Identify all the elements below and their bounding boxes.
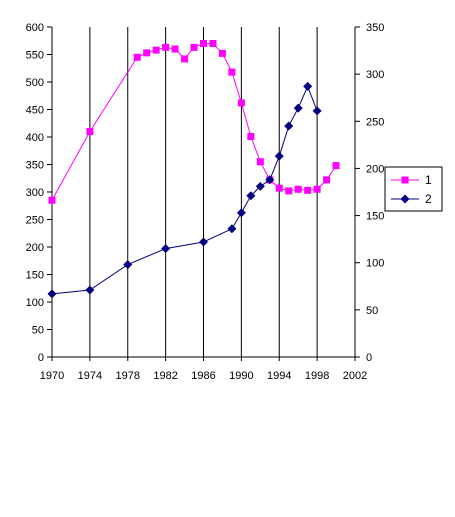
- legend-label: 1: [425, 173, 432, 187]
- y-left-tick-label: 400: [26, 132, 44, 144]
- y-left-tick-label: 100: [26, 297, 44, 309]
- y-left-tick-label: 600: [26, 22, 44, 34]
- legend-label: 2: [425, 192, 432, 206]
- series-2-point: [265, 175, 275, 185]
- y-right-tick-label: 50: [366, 305, 378, 317]
- series-1-point: [285, 187, 293, 195]
- series-1-point: [218, 49, 226, 57]
- y-left-tick-label: 550: [26, 50, 44, 62]
- x-tick-label: 1998: [305, 370, 329, 382]
- series-2-point: [312, 106, 322, 116]
- y-left-tick-label: 150: [26, 270, 44, 282]
- series-1-point: [237, 99, 245, 107]
- series-2-point: [284, 121, 294, 131]
- y-right-tick-label: 200: [366, 163, 384, 175]
- series-2-point: [236, 208, 246, 218]
- series-1-point: [209, 40, 217, 47]
- series-1-point: [143, 49, 151, 57]
- legend-marker: [401, 176, 409, 184]
- series-2-point: [293, 103, 303, 113]
- y-right-tick-label: 250: [366, 116, 384, 128]
- series-2-point: [274, 151, 284, 161]
- series-1: [48, 40, 340, 204]
- series-1-point: [294, 185, 302, 193]
- legend-item: 1: [391, 173, 432, 187]
- series-2-point: [47, 289, 57, 299]
- series-1-point: [48, 196, 56, 204]
- y-left-tick-label: 500: [26, 77, 44, 89]
- series-1-point: [162, 43, 170, 51]
- y-left-tick-label: 450: [26, 105, 44, 117]
- series-2-point: [255, 181, 265, 191]
- series-2-point: [85, 285, 95, 295]
- series-1-point: [313, 185, 321, 193]
- series-1-point: [171, 45, 179, 53]
- x-tick-label: 1978: [116, 370, 140, 382]
- chart-series: [47, 40, 340, 299]
- series-2-point: [303, 81, 313, 91]
- series-1-point: [323, 176, 331, 184]
- x-tick-label: 1990: [229, 370, 253, 382]
- y-right-tick-label: 150: [366, 211, 384, 223]
- y-left-tick-label: 200: [26, 242, 44, 254]
- series-1-point: [200, 40, 207, 47]
- x-tick-label: 1986: [191, 370, 215, 382]
- y-right-tick-label: 0: [366, 352, 372, 364]
- y-left-tick-label: 300: [26, 187, 44, 199]
- y-right-tick-label: 350: [366, 22, 384, 34]
- legend-box: [384, 166, 443, 212]
- series-2-point: [227, 224, 237, 234]
- series-1-point: [86, 128, 94, 135]
- series-2: [47, 81, 322, 299]
- x-tick-label: 1982: [153, 370, 177, 382]
- x-tick-label: 2002: [343, 370, 367, 382]
- y-left-tick-label: 350: [26, 160, 44, 172]
- x-tick-label: 1970: [40, 370, 64, 382]
- chart-axes: 0 50 100 150 200 250 300 350 400 450 500 550 600 0 50 1…: [26, 22, 385, 382]
- series-2-point: [199, 237, 208, 247]
- series-1-point: [228, 68, 236, 76]
- y-left-tick-label: 0: [38, 352, 44, 364]
- legend-item: 2: [391, 192, 432, 206]
- series-2-point: [246, 191, 256, 201]
- series-1-point: [332, 162, 340, 170]
- series-2-point: [161, 244, 171, 254]
- x-tick-label: 1974: [78, 370, 102, 382]
- chart-legend: 12: [384, 166, 443, 212]
- y-left-tick-label: 250: [26, 215, 44, 227]
- series-1-point: [133, 53, 141, 61]
- series-2-point: [123, 260, 133, 270]
- y-left-tick-label: 50: [32, 325, 44, 337]
- series-1-point: [247, 132, 255, 140]
- series-1-point: [152, 46, 160, 54]
- series-1-line: [51, 43, 337, 201]
- series-1-point: [190, 43, 198, 51]
- legend-marker: [400, 194, 410, 204]
- y-right-tick-label: 100: [366, 258, 384, 270]
- y-right-tick-label: 300: [366, 69, 384, 81]
- series-1-point: [181, 55, 189, 63]
- series-1-point: [256, 158, 264, 166]
- series-1-point: [275, 184, 283, 192]
- series-1-point: [304, 186, 312, 194]
- x-tick-label: 1994: [267, 370, 291, 382]
